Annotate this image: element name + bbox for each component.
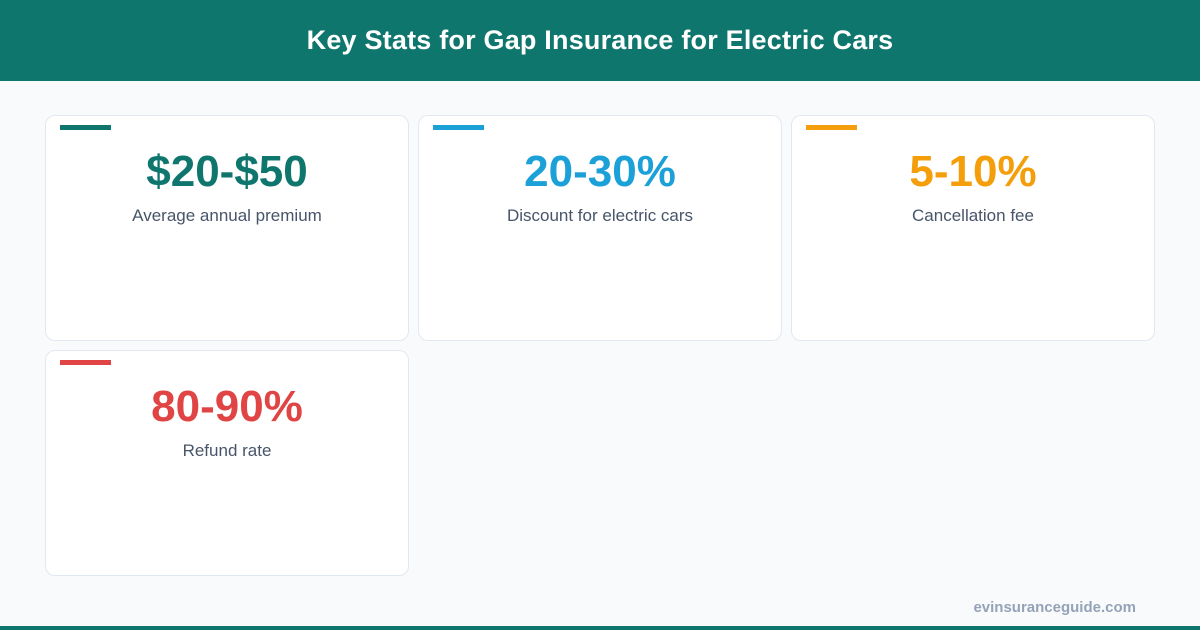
stat-label: Refund rate bbox=[182, 441, 272, 460]
card-accent-bar bbox=[60, 360, 111, 365]
bottom-accent-bar bbox=[0, 626, 1200, 630]
stat-card-discount: 20-30% Discount for electric cars bbox=[418, 115, 782, 341]
stat-card-cancellation: 5-10% Cancellation fee bbox=[791, 115, 1155, 341]
page-title: Key Stats for Gap Insurance for Electric… bbox=[306, 25, 894, 55]
card-accent-bar bbox=[433, 125, 484, 130]
stat-value: 20-30% bbox=[524, 147, 676, 196]
card-accent-bar bbox=[60, 125, 111, 130]
stat-label: Average annual premium bbox=[132, 206, 322, 225]
stat-value: 80-90% bbox=[151, 382, 303, 431]
stat-card-premium: $20-$50 Average annual premium bbox=[45, 115, 409, 341]
card-accent-bar bbox=[806, 125, 857, 130]
site-url[interactable]: evinsuranceguide.com bbox=[973, 599, 1136, 616]
stat-label: Discount for electric cars bbox=[506, 206, 694, 225]
stat-value: 5-10% bbox=[909, 147, 1037, 196]
stat-card-refund: 80-90% Refund rate bbox=[45, 350, 409, 576]
stat-value: $20-$50 bbox=[146, 147, 308, 196]
header-banner: Key Stats for Gap Insurance for Electric… bbox=[0, 0, 1200, 81]
stat-label: Cancellation fee bbox=[912, 206, 1034, 225]
